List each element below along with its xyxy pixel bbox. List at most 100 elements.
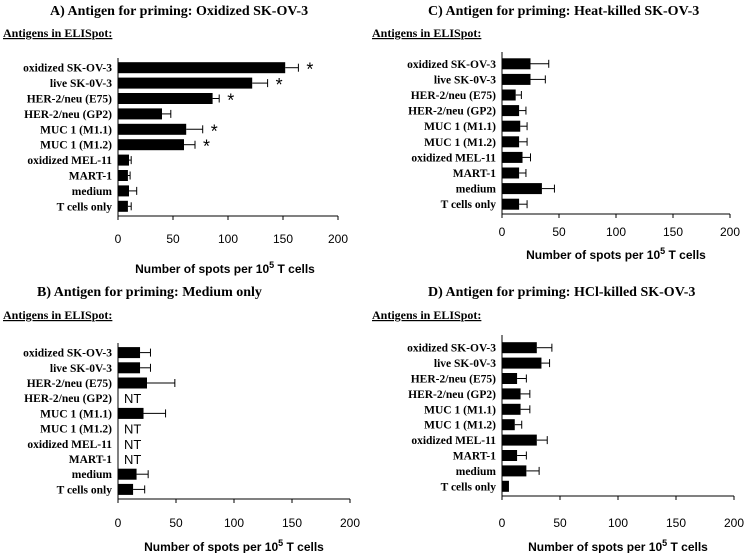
panel-b-not-tested-label: NT: [124, 422, 141, 437]
panel-a-category-label: MUC 1 (M1.1): [40, 124, 112, 136]
panel-b-bar: [118, 468, 137, 480]
panel-d-category-label: HER-2/neu (GP2): [408, 389, 496, 401]
panel-c-bar: [502, 89, 516, 101]
panel-b-subtitle: Antigens in ELISpot:: [3, 308, 112, 322]
panel-d-bar: [502, 450, 518, 461]
panel-d-bar: [502, 373, 518, 384]
panel-d-bar: [502, 388, 521, 400]
panel-b-bar: [118, 347, 141, 359]
panel-d-category-label: oxidized SK-OV-3: [407, 343, 496, 355]
panel-a-x-tick-label: 200: [328, 232, 348, 246]
panel-a-bar: [118, 154, 129, 166]
panel-d-category-label: MUC 1 (M1.1): [424, 404, 496, 416]
x-axis-label-text: Number of spots per 10: [135, 262, 269, 276]
panel-c-bar: [502, 105, 520, 117]
x-axis-label-superscript: 5: [278, 538, 283, 548]
panel-d-x-tick-label: 50: [553, 516, 567, 530]
panel-a-subtitle: Antigens in ELISpot:: [3, 26, 112, 40]
panel-c-category-label: MUC 1 (M1.2): [424, 137, 496, 149]
panel-b-bar: [118, 483, 134, 495]
panel-b-category-label: HER-2/neu (GP2): [24, 393, 112, 405]
panel-d-bar: [502, 434, 537, 446]
panel-d-category-label: medium: [456, 466, 497, 478]
panel-d-category-label: MART-1: [453, 451, 497, 463]
panel-b-x-tick-label: 50: [169, 516, 183, 530]
panel-a-category-label: T cells only: [57, 201, 113, 213]
panel-c-category-label: HER-2/neu (GP2): [408, 106, 496, 118]
panel-a-category-label: MART-1: [69, 171, 113, 183]
panel-a-significance-marker: *: [306, 60, 313, 80]
panel-b-bar: [118, 362, 141, 374]
panel-b-category-label: live SK-0V-3: [50, 363, 112, 375]
panel-a-category-label: oxidized SK-OV-3: [23, 63, 112, 75]
x-axis-label-suffix: T cells: [283, 540, 324, 553]
panel-b-x-tick-label: 200: [340, 516, 360, 530]
panel-d-bar: [502, 342, 537, 354]
panel-c-bar: [502, 73, 531, 85]
panel-c-category-label: HER-2/neu (E75): [411, 90, 496, 102]
panel-c-category-label: oxidized MEL-11: [411, 152, 496, 164]
panel-b-category-label: MART-1: [69, 454, 113, 466]
x-axis-label-suffix: T cells: [667, 540, 708, 553]
panel-a-bar: [118, 108, 162, 120]
panel-b-x-tick-label: 150: [282, 516, 302, 530]
panel-a-bar: [118, 139, 184, 151]
panel-c-category-label: MART-1: [453, 168, 497, 180]
panel-b-category-label: HER-2/neu (E75): [27, 378, 112, 390]
panel-a-bar: [118, 123, 187, 135]
panel-c-category-label: oxidized SK-OV-3: [407, 59, 496, 71]
x-axis-label-superscript: 5: [269, 260, 274, 270]
panel-b-bar: [118, 377, 147, 389]
panel-a-x-tick-label: 50: [166, 232, 180, 246]
panel-b-bar: [118, 407, 144, 419]
panel-c-category-label: MUC 1 (M1.1): [424, 121, 496, 133]
panel-c-title: C) Antigen for priming: Heat-killed SK-O…: [428, 4, 699, 19]
panel-b-category-label: MUC 1 (M1.2): [40, 424, 112, 436]
panel-c-bar: [502, 58, 531, 70]
panel-b-category-label: medium: [72, 469, 113, 481]
panel-a-category-label: HER-2/neu (E75): [27, 94, 112, 106]
panel-a-category-label: medium: [72, 186, 113, 198]
panel-c-x-tick-label: 200: [720, 225, 740, 239]
panel-a-bar: [118, 77, 253, 89]
panel-d-bar: [502, 465, 527, 477]
x-axis-label-suffix: T cells: [274, 262, 315, 276]
x-axis-label-text: Number of spots per 10: [526, 248, 660, 262]
panel-c-bar: [502, 198, 520, 210]
panel-a-significance-marker: *: [203, 137, 210, 157]
panel-a-category-label: HER-2/neu (GP2): [24, 109, 112, 121]
panel-a-x-axis-label: Number of spots per 105 T cells: [135, 260, 315, 276]
panel-d-bar: [502, 357, 542, 369]
panel-a-significance-marker: *: [211, 121, 218, 141]
panel-c-category-label: T cells only: [441, 199, 497, 211]
panel-a-x-tick-label: 100: [218, 232, 238, 246]
panel-b-category-label: MUC 1 (M1.1): [40, 408, 112, 420]
panel-c-category-label: medium: [456, 184, 497, 196]
panel-d-x-axis-label: Number of spots per 105 T cells: [528, 538, 708, 553]
panel-a-bar: [118, 200, 128, 212]
panel-b-category-label: T cells only: [57, 484, 113, 496]
panel-d-category-label: HER-2/neu (E75): [411, 374, 496, 386]
panel-b-title: B) Antigen for priming: Medium only: [37, 285, 262, 300]
panel-a-x-tick-label: 0: [115, 232, 122, 246]
panel-c-subtitle: Antigens in ELISpot:: [372, 26, 481, 40]
panel-d-category-label: MUC 1 (M1.2): [424, 420, 496, 432]
panel-c-bar: [502, 120, 521, 132]
panel-d-bar: [502, 480, 509, 492]
panel-c-x-tick-label: 100: [606, 225, 626, 239]
x-axis-label-superscript: 5: [660, 246, 665, 256]
panel-d-bar: [502, 403, 521, 415]
panel-d-title: D) Antigen for priming: HCl-killed SK-OV…: [428, 285, 695, 300]
panel-b-x-tick-label: 100: [224, 516, 244, 530]
panel-b-not-tested-label: NT: [124, 452, 141, 467]
panel-d-x-tick-label: 200: [724, 516, 744, 530]
panel-c-bar: [502, 167, 520, 179]
panel-c-bar: [502, 136, 520, 148]
panel-d-bar: [502, 419, 515, 431]
x-axis-label-text: Number of spots per 10: [528, 540, 662, 553]
panel-a-category-label: live SK-0V-3: [50, 78, 112, 90]
panel-a-x-tick-label: 150: [273, 232, 293, 246]
panel-d-x-tick-label: 0: [499, 516, 506, 530]
panel-d-category-label: T cells only: [441, 481, 497, 493]
